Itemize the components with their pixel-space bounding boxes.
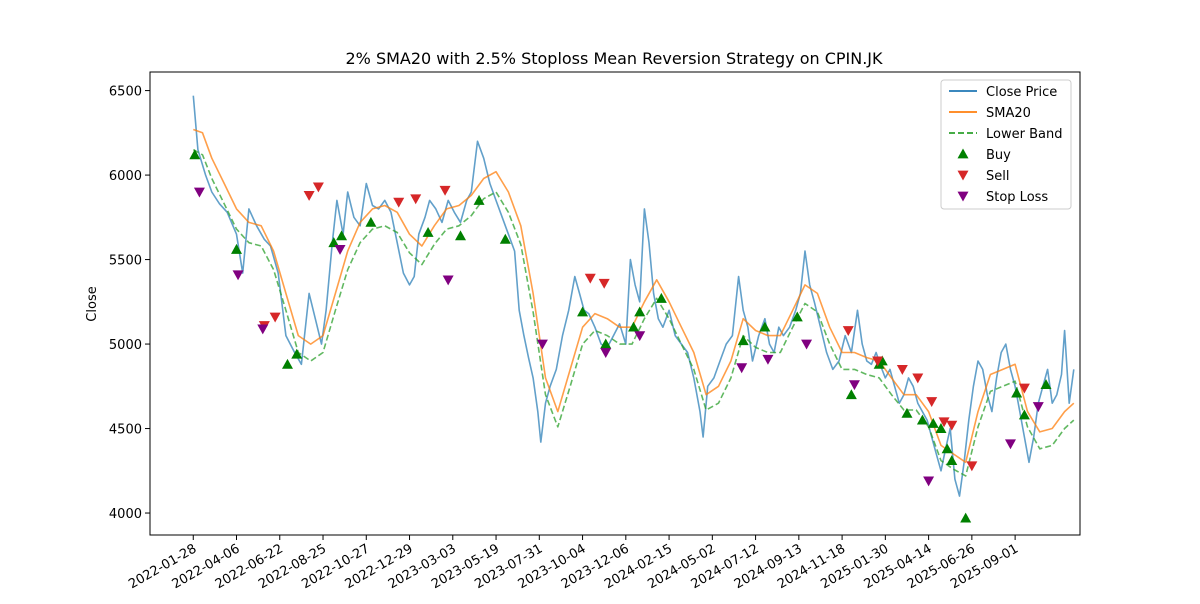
sell-marker (872, 356, 884, 367)
legend-label-close-price: Close Price (986, 85, 1057, 100)
legend-label-sell: Sell (986, 169, 1009, 184)
buy-marker (422, 227, 434, 237)
y-tick-label: 6000 (109, 169, 142, 184)
legend: Close Price SMA20 Lower Band Buy Sell Stop Lo… (940, 79, 1072, 210)
legend-label-sma20: SMA20 (986, 106, 1031, 121)
buy-marker (455, 230, 467, 241)
sell-marker (410, 194, 422, 205)
buy-marker (845, 389, 857, 400)
stop-loss-marker (801, 339, 813, 350)
buy-marker (365, 216, 377, 227)
buy-marker (1011, 387, 1023, 398)
sell-marker (966, 461, 978, 472)
buy-marker (634, 306, 646, 317)
buy-marker (281, 358, 293, 369)
buy-marker (336, 230, 348, 241)
buy-marker (291, 348, 303, 359)
y-tick-label: 6500 (109, 85, 142, 100)
stop-loss-marker (848, 380, 860, 391)
legend-label-lower-band: Lower Band (986, 127, 1062, 142)
sell-marker (938, 417, 950, 428)
sell-marker (896, 365, 908, 375)
plot-area: 4000450050005500600065002022-01-282022-0… (109, 71, 1081, 592)
legend-swatch-buy (957, 148, 969, 159)
stop-loss-marker (193, 187, 205, 198)
buy-marker (600, 338, 612, 349)
sell-marker (312, 182, 324, 193)
stop-loss-marker (762, 354, 774, 365)
close-price-line (192, 95, 1075, 497)
sell-marker (439, 185, 451, 196)
buy-marker (1040, 379, 1052, 390)
sell-marker (393, 197, 405, 208)
sell-marker (598, 278, 610, 289)
stop-loss-marker (536, 339, 548, 350)
stop-loss-marker (1032, 402, 1044, 413)
buy-marker (946, 455, 958, 466)
buy-marker (916, 414, 928, 425)
chart-title: 2% SMA20 with 2.5% Stoploss Mean Reversi… (345, 49, 883, 68)
buy-marker (628, 321, 640, 332)
sell-marker (584, 273, 596, 284)
y-tick-label: 5500 (109, 254, 142, 269)
stop-loss-marker (232, 270, 244, 281)
buy-marker (189, 149, 201, 160)
buy-marker (960, 512, 972, 523)
buy-marker (941, 443, 953, 454)
stop-loss-marker (442, 275, 454, 286)
y-tick-label: 4000 (109, 507, 142, 522)
stop-loss-marker (923, 476, 935, 487)
buy-marker (935, 423, 947, 433)
stop-loss-marker (736, 363, 748, 374)
sell-marker (1018, 383, 1030, 394)
sell-marker (926, 397, 938, 408)
y-axis-label: Close (85, 286, 100, 321)
y-tick-label: 4500 (109, 423, 142, 438)
buy-marker (791, 311, 803, 322)
legend-swatch-stop-loss (957, 191, 969, 202)
buy-marker (927, 417, 939, 428)
legend-label-buy: Buy (986, 148, 1011, 163)
buy-marker (759, 321, 771, 332)
stop-loss-marker (1004, 439, 1016, 450)
buy-marker (655, 292, 667, 303)
plot-frame (149, 71, 1081, 536)
buy-marker (231, 243, 243, 254)
sell-marker (269, 312, 281, 323)
stop-loss-marker (634, 331, 646, 342)
sell-marker (842, 326, 854, 337)
buy-marker (737, 335, 749, 346)
buy-marker (328, 237, 340, 248)
buy-marker (901, 407, 913, 418)
y-tick-label: 5000 (109, 338, 142, 353)
sell-marker (946, 420, 958, 431)
buy-marker (577, 306, 589, 317)
stop-loss-marker (600, 348, 612, 359)
sell-marker (303, 190, 315, 201)
buy-marker (473, 194, 485, 205)
legend-swatch-sell (957, 170, 969, 181)
legend-label-stop-loss: Stop Loss (986, 190, 1048, 205)
stop-loss-marker (257, 324, 269, 335)
stop-loss-marker (334, 245, 346, 255)
buy-marker (499, 233, 511, 244)
sell-marker (912, 373, 924, 384)
buy-marker (1018, 409, 1030, 420)
